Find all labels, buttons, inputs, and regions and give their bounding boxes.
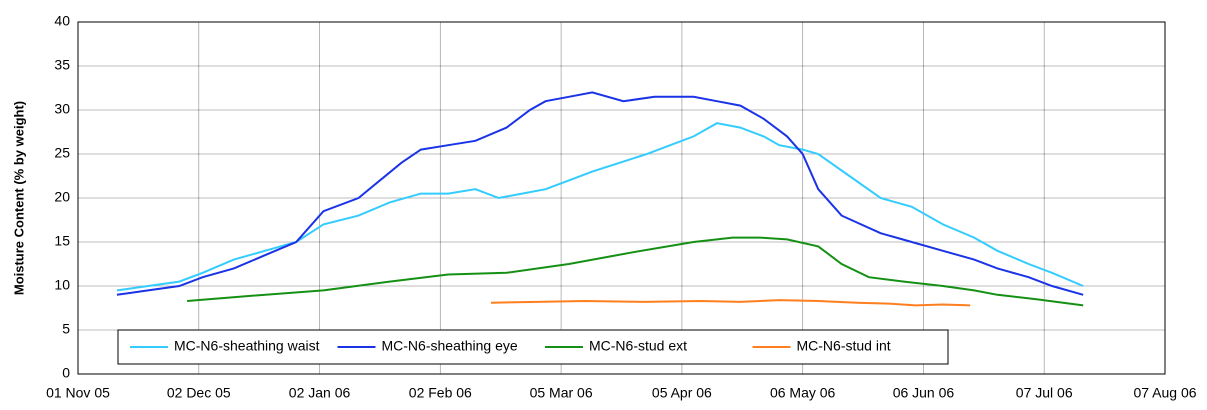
- x-tick-label: 06 Jun 06: [893, 385, 955, 401]
- series-line: [187, 236, 1084, 307]
- x-tick-label: 02 Feb 06: [409, 385, 472, 401]
- y-tick-label: 40: [54, 13, 70, 29]
- plot-frame: [77, 21, 1166, 375]
- y-tick-label: 10: [54, 277, 70, 293]
- y-tick-label: 15: [54, 233, 70, 249]
- x-tick-label: 02 Dec 05: [167, 385, 231, 401]
- series-line: [490, 299, 971, 307]
- series-line: [116, 91, 1084, 296]
- legend-box: [117, 329, 949, 365]
- x-tick-label: 07 Aug 06: [1133, 385, 1196, 401]
- legend-label: MC-N6-sheathing eye: [382, 338, 518, 354]
- y-axis-label: Moisture Content (% by weight): [11, 101, 26, 295]
- x-tick-label: 07 Jul 06: [1016, 385, 1073, 401]
- x-tick-label: 01 Nov 05: [46, 385, 110, 401]
- y-tick-label: 0: [62, 365, 70, 381]
- x-tick-label: 05 Apr 06: [652, 385, 712, 401]
- y-tick-label: 5: [62, 321, 70, 337]
- x-tick-label: 06 May 06: [770, 385, 836, 401]
- y-tick-label: 20: [54, 189, 70, 205]
- legend-label: MC-N6-sheathing waist: [174, 338, 320, 354]
- legend-label: MC-N6-stud int: [797, 338, 891, 354]
- series-line: [116, 122, 1084, 292]
- legend-label: MC-N6-stud ext: [589, 338, 687, 354]
- y-tick-label: 35: [54, 57, 70, 73]
- y-tick-label: 25: [54, 145, 70, 161]
- x-tick-label: 02 Jan 06: [289, 385, 351, 401]
- x-tick-label: 05 Mar 06: [530, 385, 593, 401]
- y-tick-label: 30: [54, 101, 70, 117]
